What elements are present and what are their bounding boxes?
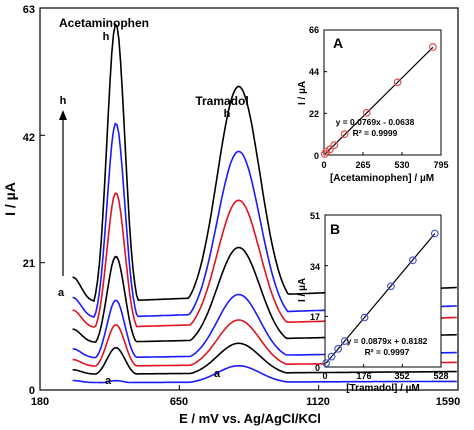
main-x-tick-label: 180 [31, 396, 49, 408]
arrow-top-h-label: h [60, 95, 67, 107]
fit-line [325, 233, 436, 364]
main-ticks [39, 7, 459, 391]
inset-a-y-tick-label: 0 [314, 151, 319, 161]
tramadol-a-label: a [214, 368, 221, 380]
main-y-axis-label: I / µA [2, 182, 18, 216]
calibration-point [330, 141, 339, 150]
inset-a-x-tick-label: 795 [433, 160, 448, 170]
calibration-point [325, 145, 334, 154]
calibration-point [340, 337, 349, 345]
inset-b-r-squared: R² = 0.9997 [365, 347, 410, 357]
inset-b-y-tick-label: 34 [310, 262, 320, 272]
main-x-tick-label: 1590 [436, 396, 460, 408]
main-y-tick-label: 63 [23, 4, 35, 16]
inset-b: 0 17 34 51 0 176 352 528 B y = 0.0879x +… [297, 211, 449, 394]
inset-b-x-tick-label: 176 [356, 371, 371, 381]
voltammogram-curve-b [72, 342, 457, 375]
main-y-tick-labels: 0 21 42 63 [23, 4, 35, 397]
inset-a-equation: y = 0.0769x - 0.0638 [336, 117, 415, 127]
inset-a-x-tick-label: 0 [321, 160, 326, 170]
inset-b-points [322, 229, 439, 368]
inset-a-x-tick-labels: 0 265 530 795 [321, 160, 448, 170]
inset-a: 0 22 44 66 0 265 530 795 A y = 0.0769x -… [297, 25, 449, 184]
calibration-point [387, 282, 395, 291]
main-x-axis-label: E / mV vs. Ag/AgCl/KCl [179, 411, 321, 426]
main-x-tick-label: 1120 [306, 396, 330, 408]
inset-b-panel-label: B [330, 221, 340, 237]
inset-a-panel-label: A [333, 35, 343, 51]
calibration-point [430, 229, 439, 238]
inset-b-x-tick-labels: 0 176 352 528 [322, 371, 448, 381]
calibration-point [360, 313, 369, 322]
inset-b-ticks [324, 214, 442, 368]
inset-b-y-tick-label: 51 [310, 211, 320, 221]
acetaminophen-h-label: h [103, 31, 110, 43]
inset-a-y-tick-label: 22 [309, 109, 319, 119]
inset-a-frame [323, 29, 442, 156]
calibration-point [322, 359, 330, 368]
main-x-tick-label: 650 [170, 396, 188, 408]
calibration-point [327, 352, 336, 361]
inset-b-y-tick-labels: 0 17 34 51 [310, 211, 320, 373]
acetaminophen-peak-label: Acetaminophen [59, 16, 149, 30]
main-curves [72, 22, 457, 384]
inset-a-y-tick-labels: 0 22 44 66 [309, 25, 319, 161]
inset-a-y-tick-label: 66 [309, 25, 319, 35]
inset-a-x-tick-label: 265 [355, 160, 370, 170]
main-y-tick-label: 0 [29, 385, 35, 397]
inset-b-x-axis-label: [Tramadol] / µM [346, 383, 420, 394]
inset-a-y-axis-label: I / µA [297, 81, 308, 105]
calibration-point [393, 78, 402, 87]
inset-b-y-tick-label: 0 [315, 363, 320, 373]
tramadol-peak-label: Tramadol [195, 94, 248, 108]
inset-b-y-tick-label: 17 [310, 312, 320, 322]
voltammogram-curve-a [72, 365, 457, 384]
inset-a-r-squared: R² = 0.9999 [353, 128, 398, 138]
inset-a-points [320, 43, 437, 158]
main-chart: 0 21 42 63 180 650 1120 1590 E / mV vs. … [2, 4, 460, 426]
inset-a-y-tick-label: 44 [309, 67, 319, 77]
inset-b-x-tick-label: 0 [322, 371, 327, 381]
inset-a-x-tick-label: 530 [394, 160, 409, 170]
calibration-point [429, 43, 437, 51]
main-x-tick-labels: 180 650 1120 1590 [31, 396, 460, 408]
inset-b-y-axis-label: I / µA [297, 278, 308, 302]
calibration-point [408, 256, 417, 265]
inset-b-fit-line [325, 233, 436, 364]
acetaminophen-a-label: a [105, 375, 112, 387]
main-y-tick-label: 21 [23, 258, 35, 270]
inset-b-x-tick-label: 352 [394, 371, 409, 381]
main-plot-frame [39, 7, 459, 391]
tramadol-h-label: h [224, 108, 231, 120]
calibration-point [340, 130, 349, 139]
calibration-point [334, 344, 343, 353]
increase-arrow-head [59, 110, 67, 120]
calibration-point [362, 108, 371, 117]
arrow-bottom-a-label: a [58, 287, 65, 299]
main-y-tick-label: 42 [23, 132, 35, 144]
inset-b-equation: y = 0.0879x + 0.8182 [347, 336, 428, 346]
inset-b-x-tick-label: 528 [433, 371, 448, 381]
inset-a-x-axis-label: [Acetaminophen] / µM [330, 173, 434, 184]
